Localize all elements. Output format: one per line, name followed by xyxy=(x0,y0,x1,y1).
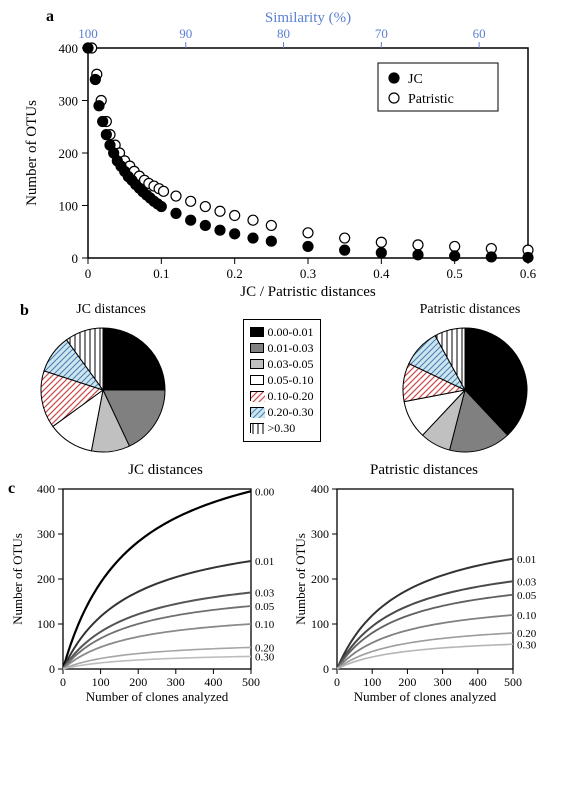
svg-text:200: 200 xyxy=(129,675,147,689)
svg-text:0: 0 xyxy=(334,675,340,689)
svg-text:300: 300 xyxy=(59,94,79,109)
legend-item: 0.01-0.03 xyxy=(250,341,314,356)
panel-c-title-left: JC distances xyxy=(38,462,293,479)
svg-text:Patristic: Patristic xyxy=(408,92,454,107)
svg-text:500: 500 xyxy=(504,675,522,689)
svg-text:300: 300 xyxy=(37,527,55,541)
panel-a: a 0 0.1 0.2 0.3 0.4 0.5 0.6 JC / Patristic dist… xyxy=(8,8,555,298)
svg-text:100: 100 xyxy=(59,199,79,214)
svg-text:0.03: 0.03 xyxy=(517,576,537,588)
svg-text:100: 100 xyxy=(311,617,329,631)
svg-text:200: 200 xyxy=(398,675,416,689)
panel-b-label: b xyxy=(20,302,29,320)
svg-text:0.05: 0.05 xyxy=(517,590,537,602)
svg-text:Number of OTUs: Number of OTUs xyxy=(10,533,25,625)
svg-text:400: 400 xyxy=(469,675,487,689)
svg-text:0.1: 0.1 xyxy=(153,266,169,281)
svg-text:0: 0 xyxy=(323,662,329,676)
svg-text:0: 0 xyxy=(72,251,79,266)
svg-text:Similarity (%): Similarity (%) xyxy=(265,10,351,26)
legend-item: 0.10-0.20 xyxy=(250,389,314,404)
panel-a-chart: 0 0.1 0.2 0.3 0.4 0.5 0.6 JC / Patristic distan… xyxy=(8,8,555,298)
svg-text:400: 400 xyxy=(37,482,55,496)
svg-text:JC / Patristic distances: JC / Patristic distances xyxy=(240,284,376,298)
svg-text:Number of clones analyzed: Number of clones analyzed xyxy=(86,689,229,704)
panel-a-label: a xyxy=(46,8,54,26)
svg-text:JC: JC xyxy=(408,72,423,87)
panel-c: c JC distances 0 100 200 300 400 500 Number of… xyxy=(8,462,555,704)
svg-text:0.30: 0.30 xyxy=(255,651,275,663)
svg-text:0.01: 0.01 xyxy=(517,554,536,566)
svg-text:0: 0 xyxy=(85,266,92,281)
svg-text:0.03: 0.03 xyxy=(255,588,275,600)
svg-text:0.00: 0.00 xyxy=(255,486,275,498)
svg-text:0.5: 0.5 xyxy=(447,266,463,281)
svg-text:0.3: 0.3 xyxy=(300,266,316,281)
legend-item: 0.05-0.10 xyxy=(250,373,314,388)
svg-text:0.05: 0.05 xyxy=(255,601,275,613)
svg-text:0.01: 0.01 xyxy=(255,556,274,568)
svg-text:200: 200 xyxy=(311,572,329,586)
rarefaction-jc: 0 100 200 300 400 500 Number of clones analyze… xyxy=(8,479,293,704)
rarefaction-patristic: 0 100 200 300 400 500 Number of clones analyze… xyxy=(293,479,555,704)
svg-text:500: 500 xyxy=(242,675,260,689)
svg-text:100: 100 xyxy=(78,26,98,41)
panel-b-legend: 0.00-0.010.01-0.030.03-0.050.05-0.100.10… xyxy=(243,319,321,442)
svg-text:400: 400 xyxy=(59,41,79,56)
svg-text:100: 100 xyxy=(92,675,110,689)
svg-text:Number of clones analyzed: Number of clones analyzed xyxy=(354,689,497,704)
legend-item: 0.20-0.30 xyxy=(250,405,314,420)
panel-b-title-left: JC distances xyxy=(44,302,178,318)
svg-text:300: 300 xyxy=(311,527,329,541)
legend-label: 0.20-0.30 xyxy=(268,405,314,420)
svg-text:90: 90 xyxy=(179,26,192,41)
legend-item: >0.30 xyxy=(250,421,314,436)
svg-text:300: 300 xyxy=(434,675,452,689)
legend-label: 0.10-0.20 xyxy=(268,389,314,404)
svg-text:0.10: 0.10 xyxy=(517,610,537,622)
pie-jc xyxy=(8,318,178,458)
svg-text:300: 300 xyxy=(167,675,185,689)
panel-b-title-right: Patristic distances xyxy=(385,302,555,318)
svg-text:Number of OTUs: Number of OTUs xyxy=(24,100,40,206)
svg-text:100: 100 xyxy=(363,675,381,689)
panel-b: b JC distances 0.00-0.010.01-0.030.03-0.… xyxy=(8,302,555,458)
svg-text:100: 100 xyxy=(37,617,55,631)
svg-text:0.30: 0.30 xyxy=(517,639,537,651)
svg-text:0: 0 xyxy=(49,662,55,676)
svg-text:400: 400 xyxy=(204,675,222,689)
svg-text:80: 80 xyxy=(277,26,290,41)
svg-text:400: 400 xyxy=(311,482,329,496)
svg-text:Number of OTUs: Number of OTUs xyxy=(293,533,308,625)
panel-c-label: c xyxy=(8,480,15,498)
svg-text:0.6: 0.6 xyxy=(520,266,537,281)
panel-c-title-right: Patristic distances xyxy=(293,462,555,479)
svg-text:0.2: 0.2 xyxy=(227,266,243,281)
svg-text:70: 70 xyxy=(375,26,388,41)
svg-text:0.20: 0.20 xyxy=(517,628,537,640)
legend-label: 0.05-0.10 xyxy=(268,373,314,388)
legend-label: 0.01-0.03 xyxy=(268,341,314,356)
svg-text:0: 0 xyxy=(60,675,66,689)
svg-text:200: 200 xyxy=(59,146,79,161)
svg-text:0.4: 0.4 xyxy=(373,266,390,281)
svg-text:60: 60 xyxy=(473,26,486,41)
svg-text:0.10: 0.10 xyxy=(255,619,275,631)
svg-text:200: 200 xyxy=(37,572,55,586)
pie-patristic xyxy=(385,318,555,458)
legend-label: >0.30 xyxy=(268,421,296,436)
legend-label: 0.03-0.05 xyxy=(268,357,314,372)
legend-item: 0.00-0.01 xyxy=(250,325,314,340)
legend-label: 0.00-0.01 xyxy=(268,325,314,340)
legend-item: 0.03-0.05 xyxy=(250,357,314,372)
